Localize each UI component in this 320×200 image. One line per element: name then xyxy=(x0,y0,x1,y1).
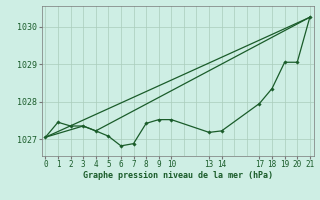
X-axis label: Graphe pression niveau de la mer (hPa): Graphe pression niveau de la mer (hPa) xyxy=(83,171,273,180)
